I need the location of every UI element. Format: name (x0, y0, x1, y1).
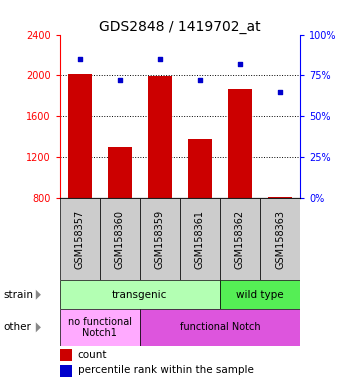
Bar (180, 198, 220, 280)
Bar (220, 280, 300, 309)
Point (277, 89, 283, 95)
Bar (60, 365, 72, 377)
Bar (140, 309, 300, 346)
Text: GSM158361: GSM158361 (195, 210, 205, 268)
Bar (60, 280, 220, 309)
Bar (60, 309, 140, 346)
Bar (188, 139, 212, 198)
Text: other: other (3, 322, 31, 333)
Text: GSM158363: GSM158363 (275, 210, 285, 268)
Bar (148, 76, 172, 198)
Bar (68, 74, 92, 198)
Bar (140, 198, 180, 280)
Text: percentile rank within the sample: percentile rank within the sample (78, 366, 254, 376)
Text: count: count (78, 350, 107, 360)
Bar (60, 198, 100, 280)
Text: strain: strain (3, 290, 33, 300)
Text: transgenic: transgenic (112, 290, 167, 300)
Title: GDS2848 / 1419702_at: GDS2848 / 1419702_at (99, 20, 261, 33)
Bar (260, 198, 300, 280)
Text: GSM158359: GSM158359 (155, 210, 165, 268)
Text: GSM158360: GSM158360 (115, 210, 125, 268)
Bar (108, 147, 132, 198)
Point (237, 61, 243, 67)
Bar (60, 349, 72, 361)
Point (197, 77, 203, 83)
Text: GSM158357: GSM158357 (75, 209, 85, 269)
Text: GSM158362: GSM158362 (235, 210, 245, 268)
Bar (228, 89, 252, 198)
Point (117, 77, 122, 83)
Text: wild type: wild type (236, 290, 284, 300)
Bar (268, 197, 292, 198)
Bar (100, 198, 140, 280)
Text: no functional
Notch1: no functional Notch1 (68, 316, 132, 338)
Bar (220, 198, 260, 280)
Point (157, 56, 163, 62)
Text: functional Notch: functional Notch (180, 322, 260, 333)
Point (77, 56, 83, 62)
